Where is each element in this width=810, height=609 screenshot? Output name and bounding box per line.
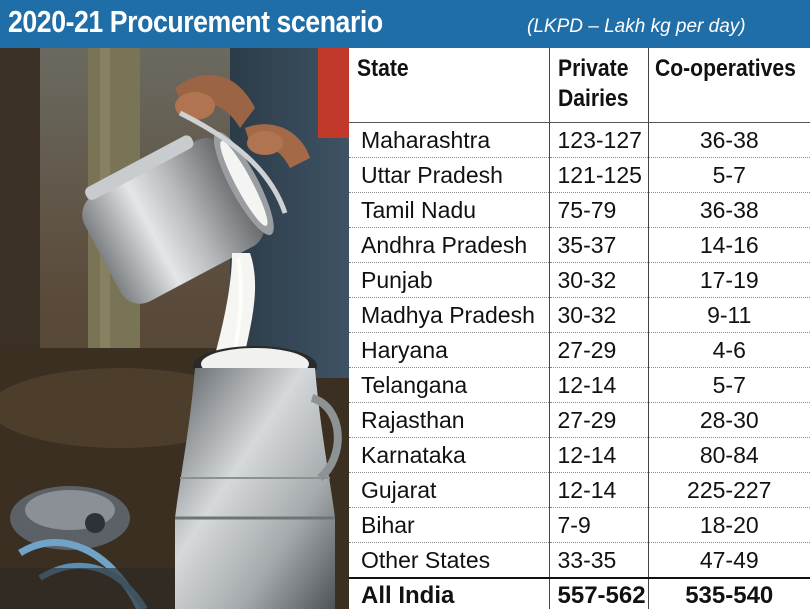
private-cell: 123-127: [548, 122, 648, 158]
private-cell: 12-14: [548, 437, 648, 473]
private-cell: 27-29: [548, 332, 648, 368]
coop-cell: 18-20: [647, 507, 810, 543]
coop-cell: 225-227: [647, 472, 810, 508]
private-cell: 30-32: [548, 262, 648, 298]
table-row: Karnataka 12-14 80-84: [349, 437, 810, 473]
coop-cell: 9-11: [647, 297, 810, 333]
state-cell: Bihar: [349, 507, 549, 543]
coop-cell: 36-38: [647, 192, 810, 228]
private-cell: 7-9: [548, 507, 648, 543]
table-row: Gujarat 12-14 225-227: [349, 472, 810, 508]
private-cell: 12-14: [548, 472, 648, 508]
milk-can-photo: [0, 48, 349, 609]
table-row: Punjab 30-32 17-19: [349, 262, 810, 298]
total-row: All India 557-562 535-540: [349, 576, 810, 609]
title-bar: 2020-21 Procurement scenario (LKPD – Lak…: [0, 0, 810, 48]
table-row: Madhya Pradesh 30-32 9-11: [349, 297, 810, 333]
state-cell: Madhya Pradesh: [349, 297, 549, 333]
private-cell: 35-37: [548, 227, 648, 263]
coop-cell: 28-30: [647, 402, 810, 438]
page-title: 2020-21 Procurement scenario: [8, 4, 383, 39]
procurement-table: State Private Dairies Co-operatives Maha…: [349, 48, 810, 609]
table-header-row: State Private Dairies Co-operatives: [349, 48, 810, 123]
state-cell: Maharashtra: [349, 122, 549, 158]
private-cell: 75-79: [548, 192, 648, 228]
coop-cell: 5-7: [647, 367, 810, 403]
private-cell: 12-14: [548, 367, 648, 403]
total-coop-cell: 535-540: [647, 576, 810, 609]
coop-cell: 47-49: [647, 542, 810, 578]
state-cell: Uttar Pradesh: [349, 157, 549, 193]
column-header-state: State: [349, 48, 549, 123]
state-cell: Punjab: [349, 262, 549, 298]
table-row: Tamil Nadu 75-79 36-38: [349, 192, 810, 228]
coop-cell: 14-16: [647, 227, 810, 263]
table-row: Telangana 12-14 5-7: [349, 367, 810, 403]
table-row: Rajasthan 27-29 28-30: [349, 402, 810, 438]
unit-note: (LKPD – Lakh kg per day): [527, 16, 746, 37]
column-header-coop: Co-operatives: [647, 48, 810, 123]
total-private-cell: 557-562: [548, 576, 648, 609]
table-row: Uttar Pradesh 121-125 5-7: [349, 157, 810, 193]
private-cell: 33-35: [548, 542, 648, 578]
private-cell: 30-32: [548, 297, 648, 333]
coop-cell: 4-6: [647, 332, 810, 368]
total-state-cell: All India: [349, 576, 549, 609]
private-cell: 121-125: [548, 157, 648, 193]
private-cell: 27-29: [548, 402, 648, 438]
coop-cell: 80-84: [647, 437, 810, 473]
state-cell: Gujarat: [349, 472, 549, 508]
state-cell: Rajasthan: [349, 402, 549, 438]
coop-cell: 17-19: [647, 262, 810, 298]
state-cell: Tamil Nadu: [349, 192, 549, 228]
state-cell: Andhra Pradesh: [349, 227, 549, 263]
table-row: Andhra Pradesh 35-37 14-16: [349, 227, 810, 263]
table-row: Other States 33-35 47-49: [349, 542, 810, 578]
state-cell: Telangana: [349, 367, 549, 403]
coop-cell: 5-7: [647, 157, 810, 193]
coop-cell: 36-38: [647, 122, 810, 158]
state-cell: Karnataka: [349, 437, 549, 473]
state-cell: Other States: [349, 542, 549, 578]
column-header-private: Private Dairies: [548, 48, 648, 123]
table-row: Bihar 7-9 18-20: [349, 507, 810, 543]
table-row: Haryana 27-29 4-6: [349, 332, 810, 368]
state-cell: Haryana: [349, 332, 549, 368]
table-row: Maharashtra 123-127 36-38: [349, 122, 810, 158]
